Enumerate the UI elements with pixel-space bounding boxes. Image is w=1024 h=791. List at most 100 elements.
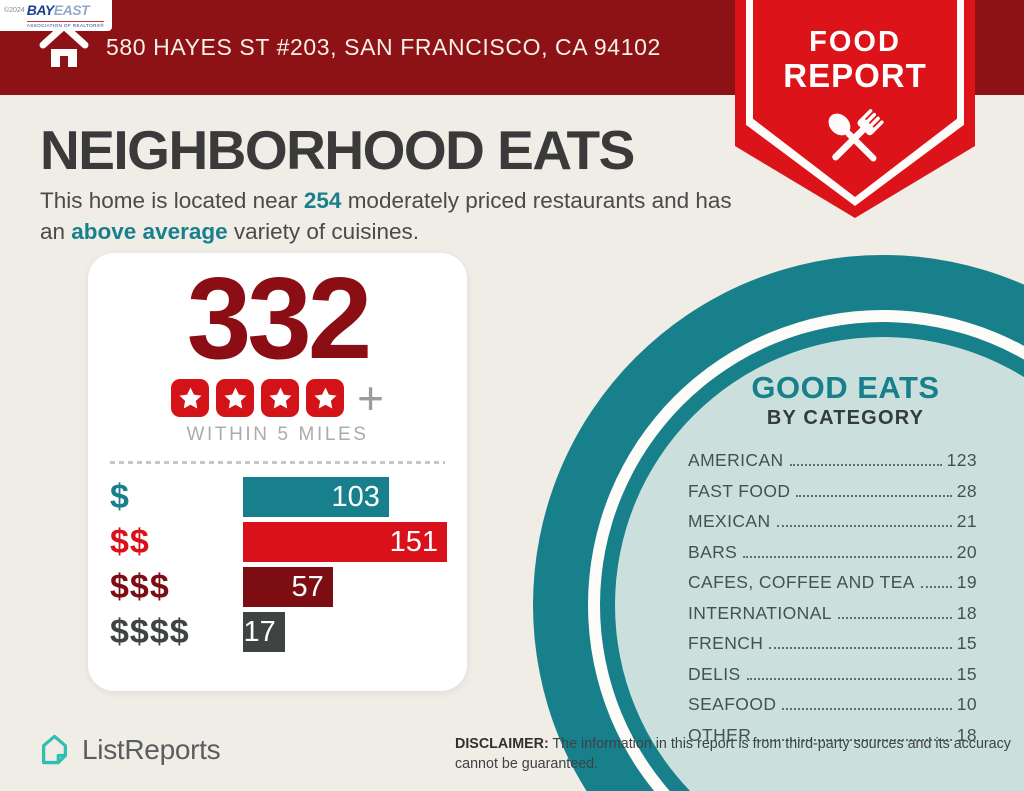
dotted-leader [920, 586, 952, 588]
bayeast-logo: ©2024 BAYEAST ASSOCIATION OF REALTORS® [0, 0, 113, 31]
dotted-leader [757, 738, 952, 741]
category-value: 21 [956, 511, 977, 531]
dotted-leader [782, 708, 952, 710]
category-value: 123 [946, 450, 977, 470]
plus-sign: + [357, 372, 384, 425]
category-label: CAFES, COFFEE AND TEA [688, 572, 915, 592]
listreports-logo-text: ListReports [82, 733, 221, 765]
dotted-leader [776, 525, 952, 527]
category-value: 28 [956, 480, 977, 501]
price-tier-label: $$ [110, 522, 150, 561]
disclaimer-body: The information in this report is from t… [455, 736, 1011, 772]
page-title: NEIGHBORHOOD EATS [40, 119, 635, 181]
bayeast-logo-bay: BAY [26, 2, 55, 18]
category-row: SEAFOOD 10 [688, 694, 977, 715]
price-bar-track: 17 [243, 612, 447, 653]
listreports-logo: ListReports [36, 731, 221, 768]
dotted-leader [837, 616, 952, 619]
star-icon [306, 379, 345, 418]
category-row: CAFES, COFFEE AND TEA 19 [688, 572, 977, 593]
subtitle-segment: moderately priced restaurants and has an [40, 188, 732, 245]
category-label: DELIS [688, 663, 741, 684]
price-bar: 151 [243, 522, 447, 563]
category-label: AMERICAN [688, 450, 784, 470]
badge-title-line1: FOOD [809, 26, 901, 58]
category-label: BARS [688, 541, 738, 562]
category-list: AMERICAN 123 FAST FOOD 28 MEXICAN 21 BARS 20 CAF… [688, 450, 977, 746]
price-bar: 103 [243, 477, 389, 518]
restaurant-stats-card: 332 + WITHIN 5 MILES $103 $$ 151 $$$ 57 $$$$ 1… [88, 253, 467, 691]
category-row: INTERNATIONAL 18 [688, 603, 977, 624]
category-value: 10 [956, 694, 977, 714]
dotted-leader [789, 464, 942, 466]
category-label: FRENCH [688, 633, 764, 653]
price-tier-label: $$$$ [110, 612, 190, 651]
price-bar-row: $$$$ 17 [110, 612, 447, 653]
dotted-leader [746, 677, 952, 680]
category-label: MEXICAN [688, 511, 771, 531]
price-bar-row: $$$ 57 [110, 567, 447, 608]
price-bars: $103 $$ 151 $$$ 57 $$$$ 17 [88, 464, 467, 653]
star-glyph [179, 387, 202, 409]
food-report-badge: FOOD REPORT [735, 0, 975, 218]
category-value: 18 [956, 602, 977, 623]
good-eats-title: GOOD EATS [751, 370, 940, 405]
radius-label: WITHIN 5 MILES [186, 424, 369, 446]
dotted-leader [796, 494, 952, 497]
price-bar-value: 151 [389, 525, 438, 558]
category-value: 20 [956, 541, 977, 562]
star-icon [216, 379, 255, 418]
star-glyph [224, 387, 247, 409]
category-value: 15 [956, 663, 977, 684]
price-bar: 57 [243, 567, 333, 608]
dotted-leader [769, 647, 952, 649]
category-row: AMERICAN 123 [688, 450, 977, 471]
dotted-leader [743, 555, 952, 558]
bayeast-logo-east: EAST [53, 2, 90, 18]
subtitle-segment: variety of cuisines. [227, 219, 419, 245]
price-bar-value: 17 [243, 615, 276, 648]
category-value: 15 [956, 633, 977, 653]
disclaimer-text: DISCLAIMER: The information in this repo… [455, 735, 1020, 774]
category-row: OTHER 18 [688, 725, 977, 746]
copyright-text: ©2024 [4, 7, 25, 14]
category-row: FAST FOOD 28 [688, 481, 977, 502]
price-bar: 17 [243, 612, 285, 653]
property-address: 580 HAYES ST #203, SAN FRANCISCO, CA 941… [106, 34, 661, 60]
category-label: SEAFOOD [688, 694, 777, 714]
price-bar-track: 57 [243, 567, 447, 608]
star-icon [171, 379, 210, 418]
star-rating: + [88, 372, 467, 425]
category-row: FRENCH 15 [688, 633, 977, 654]
spoon-fork-icon [828, 109, 884, 162]
category-value: 19 [956, 572, 977, 592]
good-eats-subtitle: BY CATEGORY [766, 407, 925, 429]
subtitle-segment: This home is located near [40, 188, 304, 213]
category-row: DELIS 15 [688, 664, 977, 685]
price-bar-row: $103 [110, 477, 447, 518]
star-glyph [269, 387, 292, 409]
listreports-house-icon [41, 734, 68, 765]
price-bar-track: 151 [243, 522, 447, 563]
category-row: BARS 20 [688, 542, 977, 563]
price-tier-label: $$$ [110, 567, 170, 606]
category-label: FAST FOOD [688, 480, 791, 501]
price-tier-label: $ [110, 477, 130, 516]
price-bar-track: 103 [243, 477, 447, 518]
category-label: OTHER [688, 724, 752, 745]
above-average-highlight: above average [71, 219, 228, 245]
category-value: 18 [956, 724, 977, 745]
badge-title-line2: REPORT [783, 57, 927, 94]
price-bar-value: 103 [331, 480, 380, 513]
dashed-separator [110, 461, 445, 465]
total-restaurant-count: 332 [186, 253, 373, 383]
bayeast-logo-subtitle: ASSOCIATION OF REALTORS® [26, 21, 105, 28]
price-bar-row: $$ 151 [110, 522, 447, 563]
good-eats-panel: GOOD EATS BY CATEGORY AMERICAN 123 FAST FO… [688, 370, 977, 755]
restaurant-count-highlight: 254 [303, 188, 342, 213]
star-icon [261, 379, 300, 418]
category-row: MEXICAN 21 [688, 511, 977, 532]
price-bar-value: 57 [291, 570, 324, 603]
star-glyph [314, 387, 337, 409]
